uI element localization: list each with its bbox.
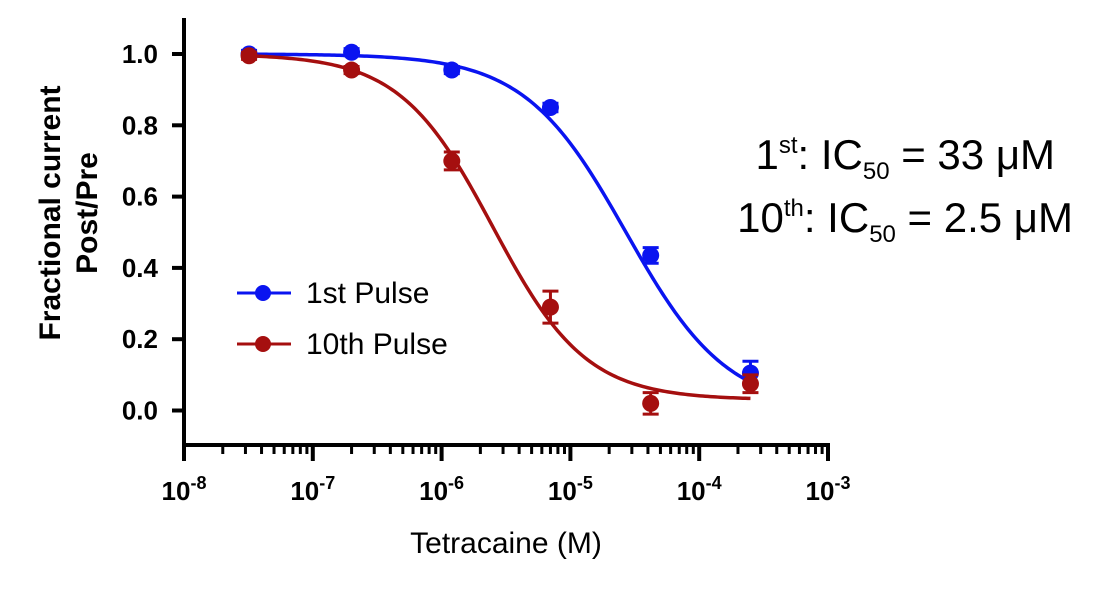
y-axis-label-line2: Post/Pre bbox=[71, 152, 104, 274]
data-point-1st-pulse bbox=[443, 61, 461, 79]
fit-curve-10th-pulse bbox=[248, 54, 751, 401]
data-point-10th-pulse bbox=[240, 47, 258, 65]
x-tick-label: 10-5 bbox=[548, 473, 593, 506]
data-point-1st-pulse bbox=[642, 246, 660, 264]
data-point-10th-pulse bbox=[541, 298, 559, 316]
ic50-annotation-10th: 10th: IC50 = 2.5 μM bbox=[737, 194, 1073, 248]
y-tick-label: 0.4 bbox=[122, 253, 159, 283]
y-tick-label: 1.0 bbox=[122, 39, 158, 69]
y-tick-label: 0.0 bbox=[122, 396, 158, 426]
x-tick-label: 10-3 bbox=[806, 473, 851, 506]
y-axis-label-line1: Fractional current bbox=[34, 85, 67, 340]
ic50-annotations: 1st: IC50 = 33 μM 10th: IC50 = 2.5 μM bbox=[737, 131, 1073, 248]
data-points bbox=[240, 43, 759, 416]
y-tick-label: 0.2 bbox=[122, 324, 158, 354]
legend-label-10th-pulse: 10th Pulse bbox=[306, 328, 448, 361]
x-tick-label: 10-8 bbox=[162, 473, 207, 506]
y-tick-label: 0.6 bbox=[122, 182, 158, 212]
data-point-1st-pulse bbox=[541, 98, 559, 116]
legend-label-1st-pulse: 1st Pulse bbox=[306, 277, 429, 310]
fit-curve-1st-pulse bbox=[249, 52, 752, 384]
fit-curves bbox=[248, 52, 752, 401]
x-tick-label: 10-6 bbox=[419, 473, 464, 506]
data-point-10th-pulse bbox=[741, 375, 759, 393]
x-axis-label: Tetracaine (M) bbox=[410, 527, 602, 560]
data-point-10th-pulse bbox=[642, 394, 660, 412]
x-tick-label: 10-7 bbox=[290, 473, 335, 506]
x-tick-label: 10-4 bbox=[677, 473, 722, 506]
data-point-1st-pulse bbox=[343, 43, 361, 61]
ic50-annotation-1st: 1st: IC50 = 33 μM bbox=[755, 131, 1055, 185]
legend: 1st Pulse 10th Pulse bbox=[237, 277, 448, 361]
axes: 0.0 0.2 0.4 0.6 0.8 1.0 10-8 10-7 10-6 10-5 10-4 10… bbox=[122, 18, 851, 506]
y-tick-label: 0.8 bbox=[122, 110, 158, 140]
data-point-10th-pulse bbox=[443, 152, 461, 170]
data-point-10th-pulse bbox=[343, 61, 361, 79]
legend-marker-10th-pulse bbox=[255, 336, 271, 352]
legend-marker-1st-pulse bbox=[255, 285, 271, 301]
